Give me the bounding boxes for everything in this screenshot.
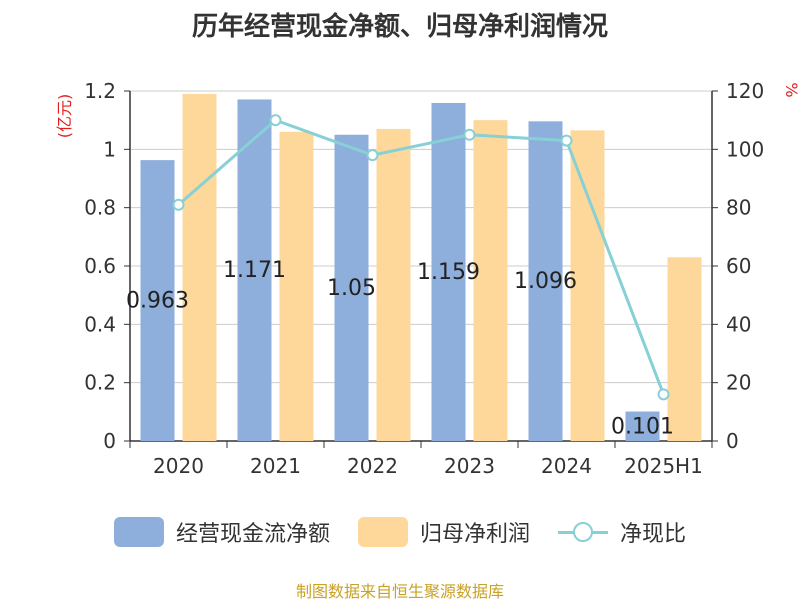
bar-cashflow bbox=[431, 102, 466, 441]
data-label-cashflow: 1.171 bbox=[223, 258, 286, 283]
point-cash-ratio bbox=[657, 388, 670, 401]
legend-swatch-net-profit bbox=[357, 517, 408, 547]
x-tick-label: 2023 bbox=[444, 454, 495, 478]
chart-title: 历年经营现金净额、归母净利润情况 bbox=[191, 12, 608, 42]
bar-cashflow bbox=[237, 99, 272, 441]
bar-cashflow bbox=[334, 134, 369, 441]
line-cash-ratio bbox=[177, 118, 665, 395]
y-right-tick-label: 0 bbox=[726, 429, 739, 453]
x-tick-label: 2022 bbox=[347, 454, 398, 478]
data-label-cashflow: 1.05 bbox=[327, 276, 376, 301]
point-cash-ratio bbox=[269, 114, 282, 127]
data-label-cashflow: 1.159 bbox=[417, 260, 480, 285]
legend-item-net-profit[interactable]: 归母净利润 bbox=[357, 516, 530, 548]
y-right-axis-label: % bbox=[782, 82, 800, 97]
y-right-tick-label: 40 bbox=[726, 312, 751, 336]
bar-cashflow bbox=[140, 160, 175, 441]
y-right-tick-label: 20 bbox=[726, 371, 751, 395]
x-tick-label: 2020 bbox=[153, 454, 204, 478]
bar-cashflow bbox=[625, 411, 660, 441]
point-cash-ratio bbox=[463, 128, 476, 141]
y-left-tick-label: 0 bbox=[103, 429, 116, 453]
x-tick-label: 2024 bbox=[541, 454, 592, 478]
y-left-tick-label: 1.2 bbox=[84, 79, 116, 103]
point-cash-ratio bbox=[560, 134, 573, 147]
y-left-tick-label: 0.4 bbox=[84, 312, 116, 336]
bar-net-profit bbox=[570, 130, 605, 441]
bar-cashflow bbox=[528, 121, 563, 441]
y-right-tick-label: 60 bbox=[726, 254, 751, 278]
x-tick-label: 2025H1 bbox=[624, 454, 703, 478]
y-left-tick-label: 0.2 bbox=[84, 371, 116, 395]
y-left-axis-label: (亿元) bbox=[55, 94, 74, 139]
legend-item-cashflow[interactable]: 经营现金流净额 bbox=[113, 516, 330, 548]
bar-net-profit bbox=[279, 131, 314, 442]
bar-net-profit bbox=[182, 93, 217, 442]
y-right-tick-label: 120 bbox=[726, 79, 764, 103]
legend-label-net-profit: 归母净利润 bbox=[419, 522, 530, 547]
point-cash-ratio bbox=[366, 149, 379, 162]
y-right-tick-label: 100 bbox=[726, 137, 764, 161]
source-footer: 制图数据来自恒生聚源数据库 bbox=[295, 582, 504, 601]
bar-net-profit bbox=[667, 257, 702, 441]
legend-item-cash-ratio[interactable]: 净现比 bbox=[558, 516, 686, 548]
legend-swatch-cashflow bbox=[113, 517, 164, 547]
legend-swatch-cash-ratio bbox=[558, 517, 608, 547]
bar-net-profit bbox=[376, 128, 411, 441]
legend: 经营现金流净额 归母净利润 净现比 bbox=[0, 516, 800, 548]
x-tick-label: 2021 bbox=[250, 454, 301, 478]
y-right-tick-label: 80 bbox=[726, 196, 751, 220]
point-cash-ratio bbox=[172, 198, 185, 211]
legend-label-cash-ratio: 净现比 bbox=[620, 522, 687, 547]
bar-net-profit bbox=[473, 120, 508, 442]
y-left-tick-label: 0.8 bbox=[84, 196, 116, 220]
data-label-cashflow: 0.101 bbox=[611, 415, 674, 440]
legend-label-cashflow: 经营现金流净额 bbox=[175, 522, 330, 547]
y-left-tick-label: 0.6 bbox=[84, 254, 116, 278]
data-label-cashflow: 0.963 bbox=[126, 289, 189, 314]
y-left-tick-label: 1 bbox=[103, 137, 116, 161]
data-label-cashflow: 1.096 bbox=[514, 269, 577, 294]
